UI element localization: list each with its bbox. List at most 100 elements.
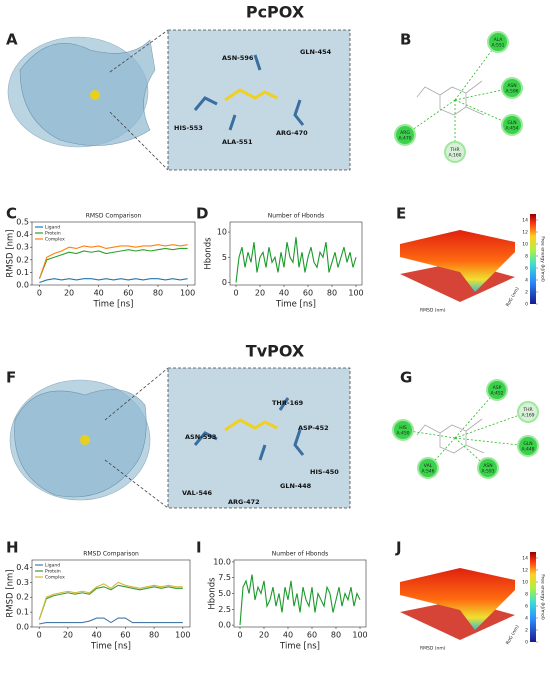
residue-label: GLN-454 — [300, 48, 332, 56]
residue-id: A:169 — [521, 413, 534, 419]
x-tick-label: 20 — [63, 631, 73, 640]
y-axis-label: Hbonds — [204, 237, 214, 270]
x-tick-label: 60 — [307, 631, 317, 640]
plot-frame — [31, 221, 196, 286]
residue-id: A:470 — [398, 136, 411, 142]
panel-label: F — [6, 369, 16, 387]
residue-name: GLN — [523, 441, 532, 447]
y-tick-label: 0.5 — [16, 218, 29, 227]
surface-axis-label: RoG (nm) — [505, 286, 521, 308]
series-line — [39, 278, 188, 284]
y-tick-label: 0.4 — [16, 563, 29, 572]
chart-title: RMSD Comparison — [86, 213, 142, 220]
colorbar-tick-label: 2 — [525, 290, 528, 296]
surface-top — [400, 568, 515, 630]
y-tick-label: 7.5 — [218, 573, 231, 582]
colorbar-label: Free energy (kJ/mol) — [540, 236, 546, 282]
residue-name: GLN — [507, 120, 516, 126]
colorbar-tick-label: 2 — [525, 628, 528, 634]
residue-name: ASN — [483, 463, 492, 469]
residue-label: ARG-470 — [276, 129, 308, 137]
colorbar-tick-label: 0 — [525, 640, 528, 646]
y-tick-label: 0.3 — [16, 578, 29, 587]
protein-image — [7, 36, 156, 501]
residue-node — [501, 114, 523, 136]
section-title: TvPOX — [246, 342, 305, 361]
colorbar-tick-label: 6 — [525, 266, 528, 272]
residue-name: ARG — [400, 130, 410, 136]
residue-id: A:160 — [448, 153, 461, 159]
legend-label: Complex — [45, 575, 65, 581]
x-tick-label: 80 — [149, 631, 159, 640]
zoom-line — [104, 29, 169, 509]
residue-label: ASN-596 — [222, 54, 254, 62]
x-tick-label: 100 — [348, 289, 363, 298]
colorbar-label: Free energy (kJ/mol) — [540, 574, 546, 620]
residue-name: HIS — [399, 425, 407, 431]
hbond-line — [454, 437, 529, 447]
x-tick-label: 40 — [283, 631, 293, 640]
colorbar — [530, 214, 536, 304]
legend-label: Ligand — [45, 225, 60, 231]
x-axis-label: Time [ns] — [279, 642, 320, 652]
colorbar-tick-label: 14 — [522, 556, 528, 562]
plot-frame — [229, 221, 363, 286]
surface-axis-label: RMSD (nm) — [420, 646, 446, 652]
hbond-line — [454, 411, 529, 439]
residue-node — [444, 141, 466, 163]
panel-label: D — [196, 205, 208, 223]
y-tick-label: 0.0 — [16, 623, 29, 632]
x-tick-label: 60 — [303, 289, 313, 298]
x-tick-label: 100 — [180, 289, 195, 298]
residue-id: A:454 — [505, 126, 518, 132]
residue-label: ASP-452 — [298, 424, 329, 432]
residue-name: ASP — [493, 385, 502, 391]
y-tick-label: 0.2 — [16, 255, 29, 264]
y-tick-label: 5.0 — [218, 589, 231, 598]
series-line — [235, 237, 357, 283]
y-tick-label: 0.1 — [16, 608, 29, 617]
chart-title: RMSD Comparison — [83, 551, 139, 558]
panel-label: E — [396, 205, 406, 223]
x-tick-label: 0 — [237, 631, 242, 640]
series-line — [38, 247, 188, 279]
y-tick-label: 0.0 — [16, 281, 29, 290]
x-tick-label: 20 — [64, 289, 74, 298]
series-line — [39, 617, 183, 625]
residue-node — [392, 419, 414, 441]
chart-title: Number of Hbonds — [268, 213, 324, 220]
residue-sticks — [193, 54, 305, 461]
residue-id: A:546 — [421, 469, 434, 475]
residue-node — [394, 124, 416, 146]
surface-axis-label: RMSD (nm) — [420, 308, 446, 314]
series-line — [38, 584, 183, 620]
colorbar-tick-label: 10 — [522, 242, 528, 248]
panel-label: J — [395, 539, 402, 557]
residue-label: ALA-551 — [222, 138, 253, 146]
x-axis-label: Time [ns] — [90, 642, 131, 652]
residue-node — [517, 401, 539, 423]
residue-id: A:450 — [396, 431, 409, 437]
colorbar-tick-label: 10 — [522, 580, 528, 586]
legend-label: Ligand — [45, 563, 60, 569]
y-tick-label: 2.5 — [218, 605, 231, 614]
colorbar-tick-label: 14 — [522, 218, 528, 224]
colorbar-tick-label: 12 — [522, 230, 528, 236]
x-tick-label: 100 — [175, 631, 190, 640]
residue-name: ASN — [507, 83, 516, 89]
x-tick-label: 0 — [233, 289, 238, 298]
x-tick-label: 40 — [94, 289, 104, 298]
y-tick-label: 0.4 — [16, 230, 29, 239]
y-tick-label: 10.0 — [213, 557, 231, 566]
residue-node — [477, 457, 499, 479]
residue-label: HIS-450 — [310, 468, 339, 476]
colorbar-tick-label: 4 — [525, 616, 528, 622]
colorbar — [530, 552, 536, 642]
x-axis-label: Time [ns] — [275, 300, 316, 310]
panel-label: H — [6, 539, 19, 557]
residue-label: GLN-448 — [280, 482, 312, 490]
x-tick-label: 0 — [37, 631, 42, 640]
x-tick-label: 0 — [37, 289, 42, 298]
ligand — [80, 90, 100, 445]
ligand-skeleton — [416, 80, 485, 454]
